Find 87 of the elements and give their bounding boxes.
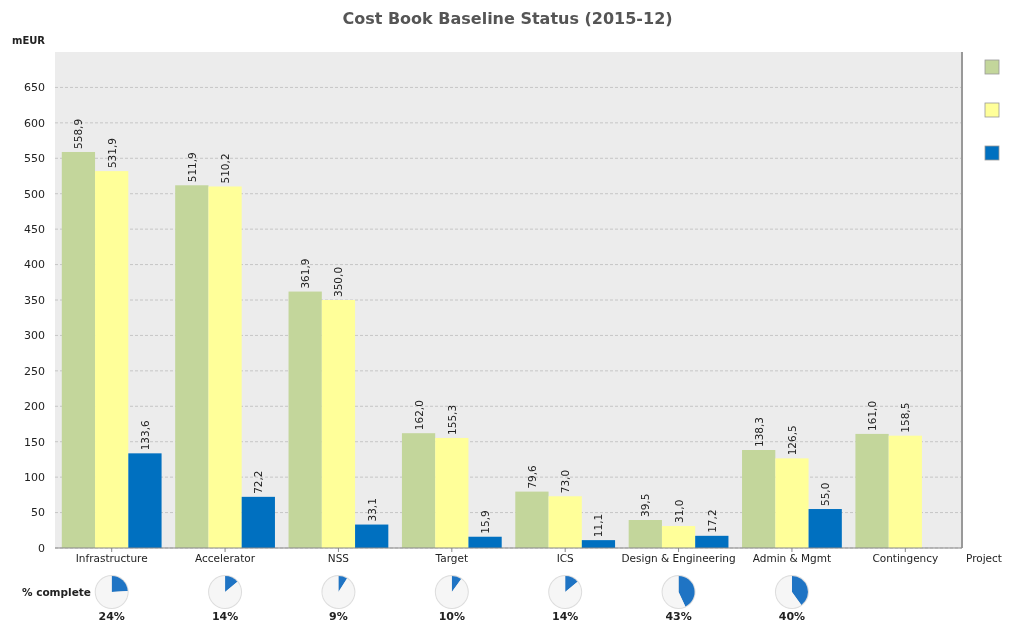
data-label: 158,5 <box>899 402 912 433</box>
data-label: 33,1 <box>365 498 378 522</box>
bar <box>208 186 242 548</box>
bar <box>241 496 275 548</box>
bar <box>61 151 96 548</box>
bar <box>321 300 356 548</box>
data-label: 15,9 <box>479 510 492 534</box>
y-tick-label: 100 <box>24 470 45 484</box>
bar <box>95 171 129 548</box>
bar <box>628 520 662 548</box>
data-label: 79,6 <box>525 464 538 489</box>
bar <box>548 496 582 548</box>
pie-slice <box>338 576 348 592</box>
x-tick-label: NSS <box>327 552 350 564</box>
bar <box>128 453 162 548</box>
data-label: 39,5 <box>639 493 652 518</box>
bar <box>468 536 502 548</box>
y-tick-label: 350 <box>24 293 45 307</box>
bar <box>855 433 889 548</box>
pie-slice <box>565 576 578 592</box>
bar <box>515 491 549 548</box>
pie-slice <box>451 576 462 592</box>
data-label: 155,3 <box>445 404 458 435</box>
bar <box>288 291 322 548</box>
y-tick-label: 450 <box>24 222 45 236</box>
pie-slice <box>111 576 128 592</box>
x-tick-label: Accelerator <box>195 552 256 564</box>
bar <box>401 433 436 548</box>
y-tick-label: 150 <box>24 435 45 449</box>
y-tick-label: 250 <box>24 364 45 378</box>
pie-slice <box>225 576 238 592</box>
data-label: 162,0 <box>412 400 425 431</box>
data-label: 511,9 <box>185 152 198 183</box>
bar <box>435 437 469 548</box>
data-label: 11,1 <box>592 513 605 538</box>
data-label: 73,0 <box>559 469 572 494</box>
x-tick-label: Target <box>434 552 469 564</box>
data-label: 161,0 <box>866 400 879 431</box>
data-label: 558,9 <box>72 118 85 149</box>
y-tick-label: 400 <box>24 258 45 272</box>
bar <box>661 526 696 548</box>
data-label: 72,2 <box>252 470 265 494</box>
pie-slice <box>662 576 686 608</box>
pie-slice <box>678 576 695 607</box>
data-label: 361,9 <box>299 258 312 289</box>
bar <box>355 524 389 548</box>
text: 10% <box>438 610 465 623</box>
y-tick-label: 550 <box>24 152 45 166</box>
bar <box>695 535 729 548</box>
data-label: 31,0 <box>672 499 685 524</box>
y-tick-label: 50 <box>31 506 45 520</box>
bar <box>175 185 209 548</box>
pie-slice <box>775 576 802 608</box>
text: 43% <box>665 610 692 623</box>
bar <box>775 458 809 548</box>
text: 40% <box>778 610 806 623</box>
text: 24% <box>98 610 125 623</box>
data-label: 531,9 <box>105 138 118 169</box>
bar <box>808 509 842 548</box>
data-label: 510,2 <box>219 153 232 184</box>
text: 14% <box>552 610 579 623</box>
x-tick-label: Design & Engineering <box>621 552 736 564</box>
data-label: 126,5 <box>785 425 798 456</box>
pie-slice <box>791 576 808 605</box>
y-tick-label: 650 <box>24 81 45 95</box>
data-label: 133,6 <box>138 419 151 451</box>
x-tick-label: Admin & Mgmt <box>752 552 832 564</box>
x-axis-title: Project <box>966 552 1002 564</box>
y-tick-label: 0 <box>38 541 45 555</box>
y-tick-label: 200 <box>24 400 45 414</box>
x-tick-label: Infrastructure <box>75 552 148 564</box>
text: 9% <box>329 610 348 623</box>
text: 14% <box>211 610 239 623</box>
data-label: 55,0 <box>819 482 832 507</box>
y-tick-label: 300 <box>24 329 45 343</box>
x-tick-label: Contingency <box>872 552 939 564</box>
x-tick-label: ICS <box>556 552 575 564</box>
y-tick-label: 500 <box>24 187 45 201</box>
data-label: 17,2 <box>705 509 718 533</box>
y-axis-title: mEUR <box>12 35 46 46</box>
chart-title: Cost Book Baseline Status (2015-12) <box>342 9 673 28</box>
text: % complete <box>22 586 91 598</box>
y-tick-label: 600 <box>24 116 45 130</box>
bar <box>742 450 776 548</box>
bar <box>888 435 922 548</box>
data-label: 138,3 <box>752 416 765 447</box>
data-label: 350,0 <box>332 266 345 297</box>
